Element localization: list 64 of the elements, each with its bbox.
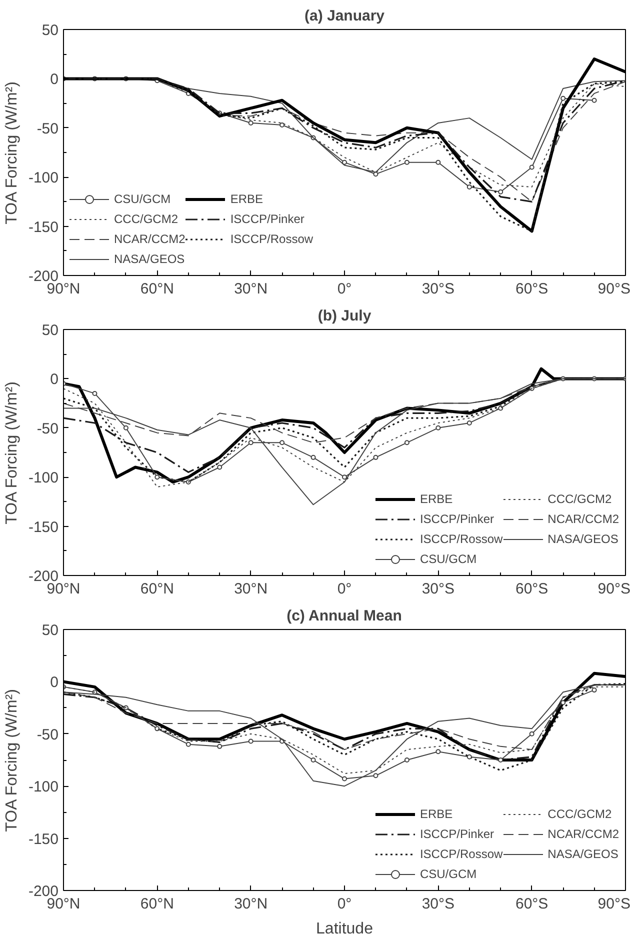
legend-label: ISCCP/Rossow [420,532,503,546]
legend-label: NASA/GEOS [548,847,618,861]
y-axis-title: TOA Forcing (W/m²) [3,382,20,524]
legend-label: NCAR/CCM2 [548,827,619,841]
x-tick-label: 60°S [515,896,548,912]
legend-label: NCAR/CCM2 [114,232,186,246]
x-tick-label: 30°N [234,280,268,298]
y-tick-label: 0 [50,674,58,692]
x-tick-label: 60°N [140,580,174,598]
x-axis-title: Latitude [316,920,374,938]
legend-label: NASA/GEOS [114,252,185,266]
y-axis-title: TOA Forcing (W/m²) [3,689,20,832]
x-tick-label: 90°N [46,280,80,298]
legend-label: CSU/GCM [114,192,171,206]
chart-title: (c) Annual Mean [286,608,402,624]
legend-label: CCC/GCM2 [548,492,612,506]
y-tick-label: -50 [36,120,59,138]
legend-label: ERBE [230,192,264,206]
y-tick-label: 50 [42,322,59,339]
legend-label: CSU/GCM [420,552,477,566]
legend-label: ISCCP/Pinker [420,512,494,526]
x-tick-label: 30°S [422,280,455,298]
y-tick-label: -100 [28,170,59,187]
x-tick-label: 90°N [46,580,80,598]
chart-title: (a) January [304,8,386,24]
x-tick-label: 60°S [515,580,548,598]
x-tick-label: 30°N [234,580,268,598]
x-tick-label: 90°S [598,580,630,598]
x-tick-label: 0° [337,280,352,298]
legend-label: NCAR/CCM2 [548,512,619,526]
legend-label: ISCCP/Rossow [420,847,503,861]
x-tick-label: 60°N [140,896,174,912]
x-tick-label: 60°S [515,280,548,298]
legend-label: ISCCP/Pinker [230,212,304,226]
x-tick-label: 0° [337,896,352,912]
legend-label: CCC/GCM2 [114,212,178,226]
legend-label: NASA/GEOS [548,532,618,546]
x-tick-label: 30°S [422,580,455,598]
y-tick-label: -150 [28,830,59,848]
legend-label: ISCCP/Pinker [420,827,494,841]
y-tick-label: 50 [42,22,59,39]
y-tick-label: -100 [28,470,59,487]
x-tick-label: 90°S [598,896,630,912]
y-tick-label: -50 [36,420,59,438]
x-tick-label: 30°S [422,896,455,912]
legend-label: ISCCP/Rossow [230,232,314,246]
y-tick-label: 50 [42,622,59,639]
y-tick-label: 0 [50,71,58,88]
y-axis-title: TOA Forcing (W/m²) [3,82,20,224]
x-tick-label: 0° [337,580,352,598]
legend-label: ERBE [420,807,453,821]
y-tick-label: 0 [50,371,58,388]
legend-label: ERBE [420,492,453,506]
y-tick-label: -150 [28,218,59,236]
x-tick-label: 90°N [46,896,80,912]
x-tick-label: 30°N [234,896,268,912]
x-tick-label: 90°S [598,280,630,298]
x-tick-label: 60°N [140,280,174,298]
y-tick-label: -50 [36,726,59,744]
chart-title: (b) July [318,308,372,324]
y-tick-label: -150 [28,518,59,536]
legend-label: CSU/GCM [420,867,477,881]
y-tick-label: -100 [28,778,59,796]
legend-label: CCC/GCM2 [548,807,612,821]
